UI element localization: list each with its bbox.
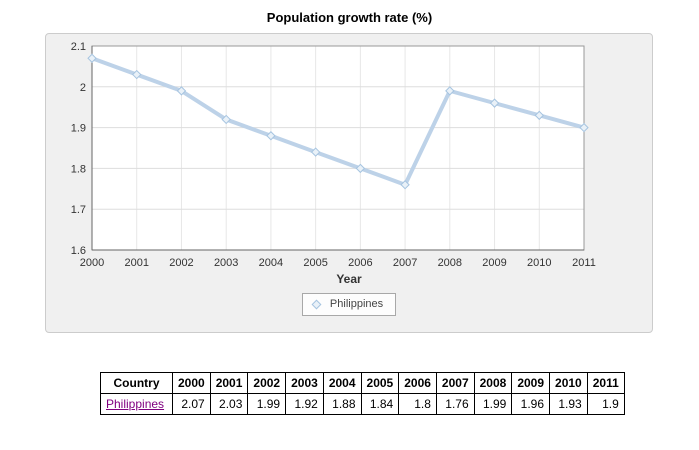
series-marker-icon	[311, 299, 322, 310]
header-year: 2009	[511, 372, 551, 394]
svg-text:2011: 2011	[572, 257, 596, 269]
header-country: Country	[100, 372, 173, 394]
header-year: 2005	[360, 372, 400, 394]
value-cell: 1.99	[247, 393, 287, 415]
legend-box: Philippines	[301, 293, 397, 316]
value-cell: 1.92	[285, 393, 324, 415]
svg-text:1.7: 1.7	[71, 204, 86, 216]
value-cell: 1.96	[511, 393, 551, 415]
svg-text:2.1: 2.1	[71, 41, 86, 53]
svg-text:2007: 2007	[393, 257, 417, 269]
chart-title: Population growth rate (%)	[266, 10, 433, 25]
value-cell: 1.76	[435, 393, 475, 415]
svg-text:1.6: 1.6	[71, 245, 86, 257]
value-cell: 1.99	[473, 393, 513, 415]
header-year: 2003	[285, 372, 324, 394]
svg-text:2006: 2006	[348, 257, 372, 269]
svg-text:2001: 2001	[124, 257, 148, 269]
svg-text:2005: 2005	[303, 257, 327, 269]
value-cell: 1.9	[586, 393, 625, 415]
svg-text:2003: 2003	[214, 257, 238, 269]
header-year: 2011	[586, 372, 625, 394]
header-year: 2007	[435, 372, 475, 394]
svg-text:2002: 2002	[169, 257, 193, 269]
header-year: 2000	[172, 372, 211, 394]
svg-text:2008: 2008	[438, 257, 462, 269]
header-year: 2006	[398, 372, 437, 394]
svg-text:2000: 2000	[80, 257, 104, 269]
value-cell: 1.8	[398, 393, 437, 415]
svg-text:1.9: 1.9	[71, 123, 86, 135]
country-link[interactable]: Philippines	[106, 397, 165, 411]
legend: Philippines	[46, 293, 652, 316]
svg-text:2004: 2004	[259, 257, 283, 269]
value-cell: 1.84	[360, 393, 400, 415]
value-cell: 1.88	[322, 393, 362, 415]
svg-text:2: 2	[80, 82, 86, 94]
svg-text:1.8: 1.8	[71, 163, 86, 175]
legend-series-label: Philippines	[329, 298, 384, 310]
value-cell: 1.93	[549, 393, 588, 415]
header-year: 2008	[473, 372, 513, 394]
header-year: 2010	[549, 372, 588, 394]
value-cell: 2.07	[172, 393, 211, 415]
table-row: Philippines 2.07 2.03 1.99 1.92 1.88 1.84 1.8 1.…	[100, 393, 625, 415]
header-year: 2001	[209, 372, 249, 394]
line-chart: 1.6 1.7 1.8 1.9 2 2.1 2000 2001 2002 2003 2004 2005…	[71, 41, 596, 269]
header-year: 2004	[322, 372, 362, 394]
x-axis-label: Year	[336, 272, 362, 286]
header-year: 2002	[247, 372, 287, 394]
svg-text:2010: 2010	[527, 257, 551, 269]
data-table-wrap: Country 2000 2001 2002 2003 2004 2005 2006 2007 2…	[100, 372, 699, 415]
data-table: Country 2000 2001 2002 2003 2004 2005 2006 2007 2…	[100, 372, 625, 415]
table-header-row: Country 2000 2001 2002 2003 2004 2005 2006 2007 2…	[100, 372, 625, 394]
value-cell: 2.03	[209, 393, 249, 415]
chart-panel: 1.6 1.7 1.8 1.9 2 2.1 2000 2001 2002 2003 2004 2005…	[45, 33, 653, 333]
svg-text:2009: 2009	[482, 257, 506, 269]
